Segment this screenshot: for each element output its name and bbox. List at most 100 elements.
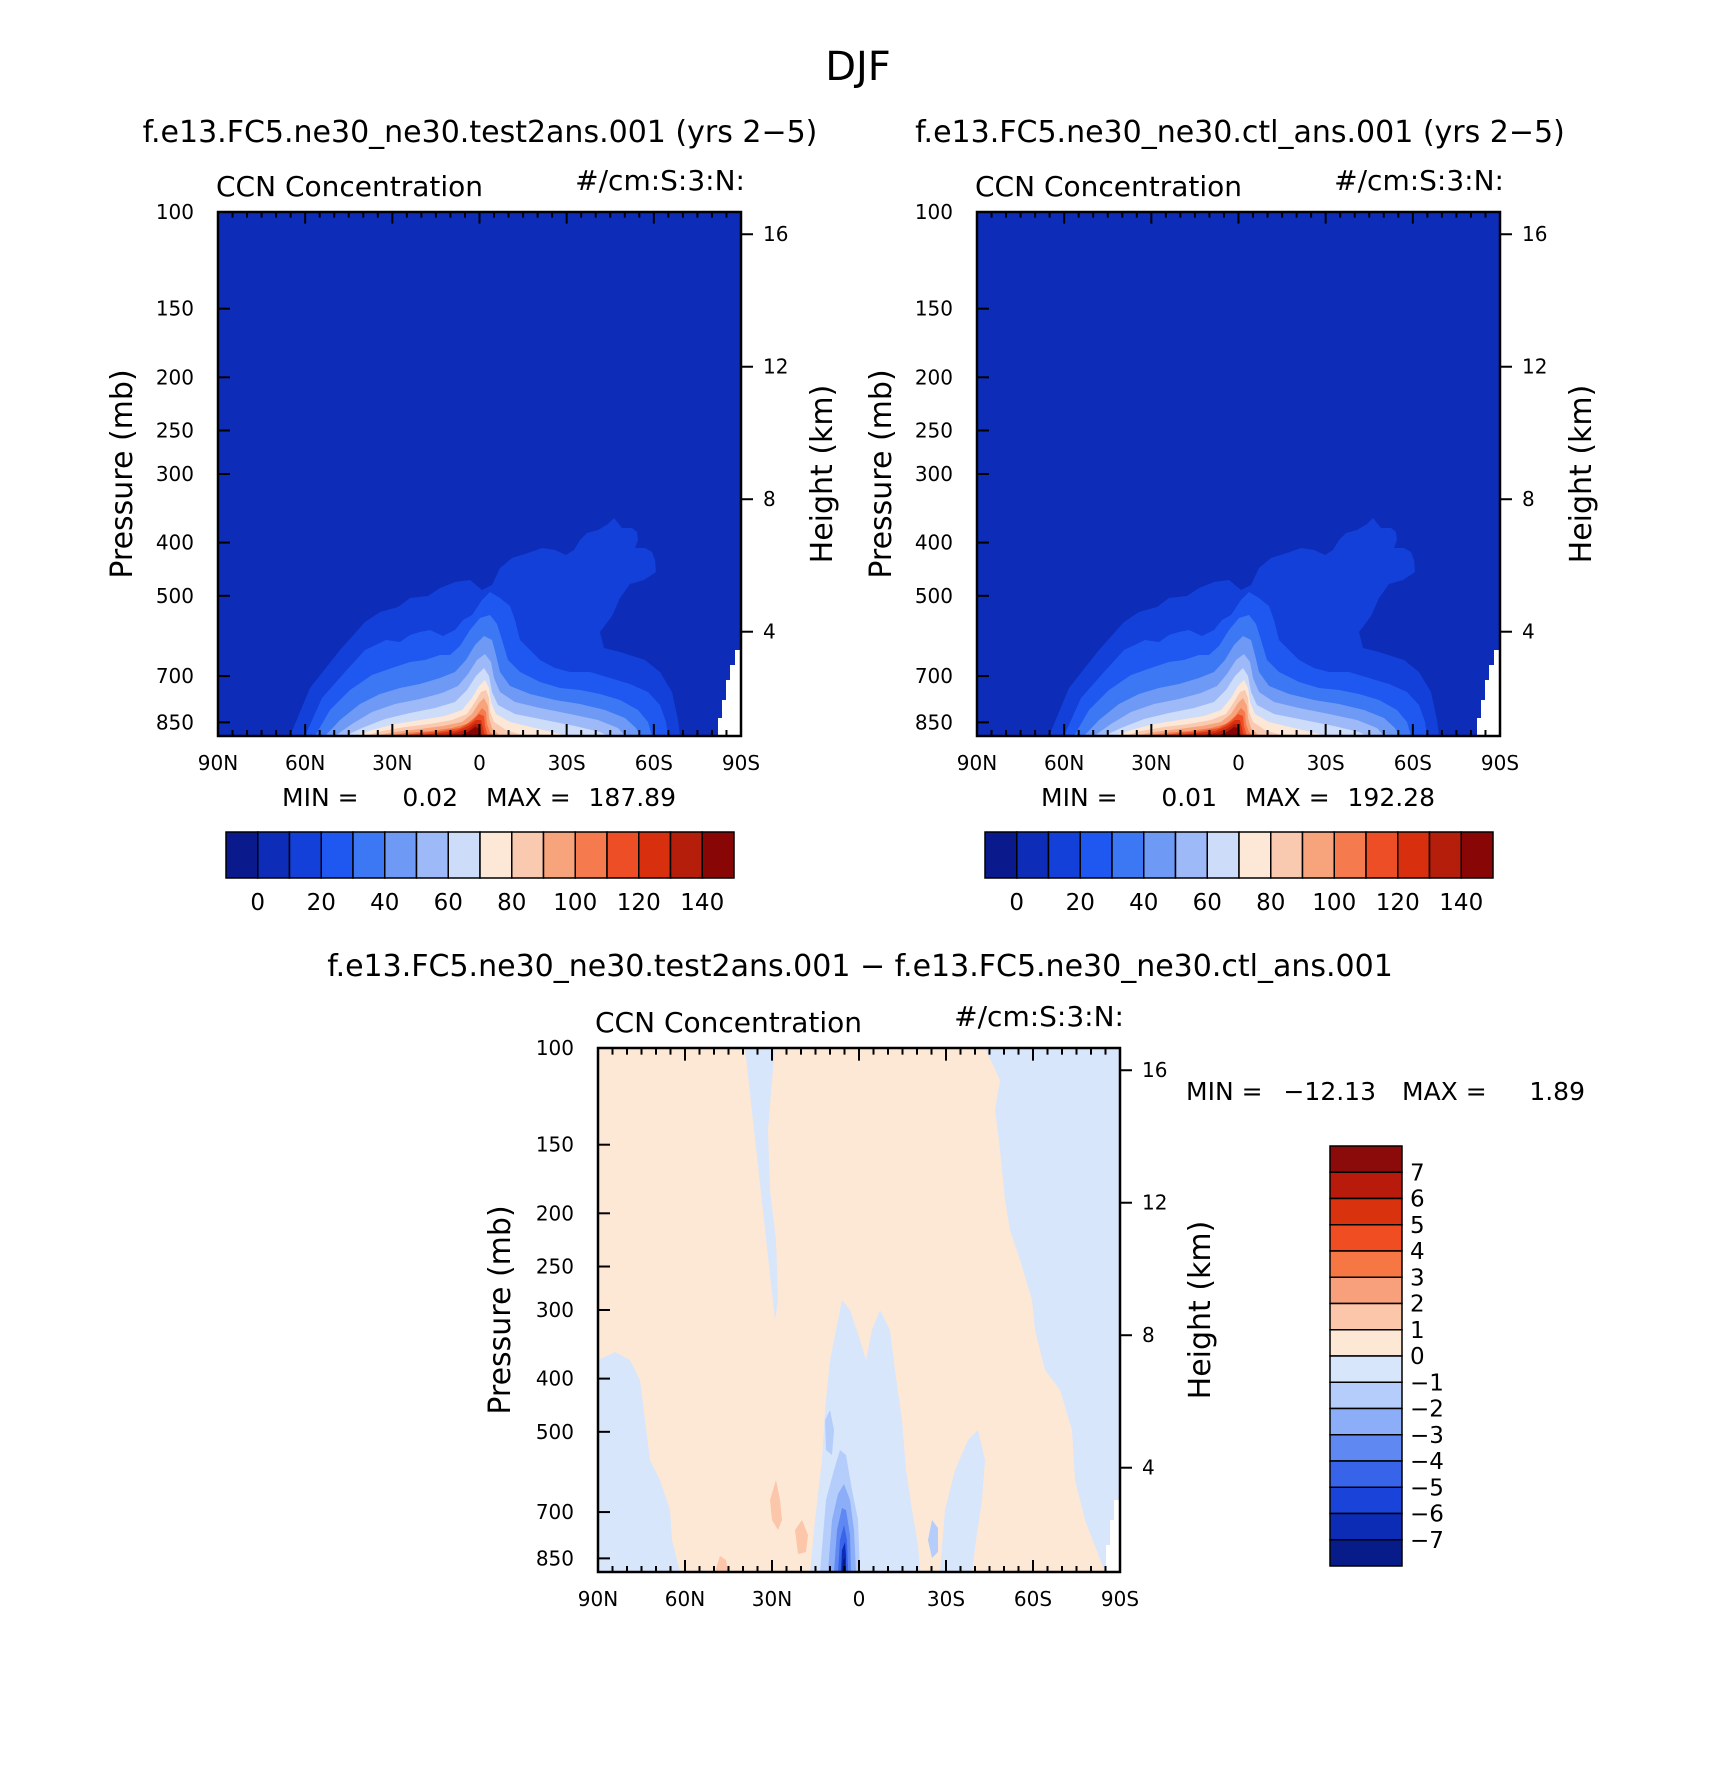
panel-test-x-axis: 90N 60N 30N 0 30S 60S 90S [198,211,760,775]
panel-diff-min-label: MIN = [1186,1077,1263,1106]
y-tick-label: 300 [915,462,953,486]
negative-region-upper-south [985,1048,1120,1572]
colorbar-swatch [574,831,608,879]
colorbar-swatch [1333,831,1367,879]
y-tick-label: 850 [915,710,953,734]
colorbar-swatch [1329,1224,1403,1252]
negative-level-2-b [928,1520,938,1558]
colorbar-swatch [1047,831,1081,879]
panel-diff-max-value: 1.89 [1529,1077,1585,1106]
colorbar-swatch [1329,1512,1403,1541]
colorbar-swatch [1329,1145,1403,1173]
panel-diff-x-axis: 90N 60N 30N 0 30S 60S 90S [578,1048,1139,1611]
y2-tick-label: 12 [1522,355,1547,379]
y2-tick-label: 4 [1142,1456,1155,1480]
colorbar-swatch [1329,1171,1403,1200]
colorbar-swatch [1329,1460,1403,1488]
colorbar-swatch [1460,831,1494,879]
x-tick-label: 60N [285,751,325,775]
colorbar-swatch [1079,831,1113,879]
colorbar-swatch [1329,1302,1403,1331]
negative-level-2-a [825,1410,834,1455]
x-tick-label: 30N [1131,751,1171,775]
colorbar-swatch [1329,1329,1403,1357]
panel-ctl-title: f.e13.FC5.ne30_ne30.ctl_ans.001 (yrs 2−5… [915,115,1565,150]
colorbar-label: 0 [1410,1344,1425,1370]
colorbar-swatch [542,831,576,879]
panel-ctl-x-axis: 90N 60N 30N 0 30S 60S 90S [957,211,1519,775]
colorbar-swatch [1428,831,1462,879]
x-tick-label: 30N [752,1587,792,1611]
panel-ctl-y-axis: 100 150 200 250 300 400 500 700 850 [915,200,989,734]
panel-ctl-left-title: CCN Concentration [975,170,1242,203]
colorbar-swatch [1329,1539,1403,1567]
panel-ctl-colorbar: 0 20 40 60 80 100 120 140 [984,831,1494,916]
missing-data-region [1477,650,1500,736]
y-tick-label: 850 [536,1546,574,1570]
x-tick-label: 90N [957,751,997,775]
x-tick-label: 90S [1481,751,1519,775]
panel-diff-left-title: CCN Concentration [595,1006,862,1039]
positive-level-2-c [715,1556,728,1572]
panel-test-right-title: #/cm:S:3:N: [575,164,745,197]
y-tick-label: 400 [915,531,953,555]
contour-level-7 [355,680,565,736]
x-tick-label: 90S [1101,1587,1139,1611]
y-tick-label: 850 [156,710,194,734]
x-tick-label: 60N [665,1587,705,1611]
colorbar-label: 120 [1376,890,1420,916]
colorbar-label: 0 [250,890,265,916]
colorbar-label: 140 [1439,890,1483,916]
x-tick-label: 30S [1307,751,1345,775]
colorbar-swatch [479,831,513,879]
x-tick-label: 30S [927,1587,965,1611]
panel-diff-y2-axis: 16 12 8 4 [1120,1058,1167,1480]
panel-test-colorbar: 0 20 40 60 80 100 120 140 [225,831,735,916]
colorbar-label: −4 [1410,1449,1444,1475]
panel-ctl-right-title: #/cm:S:3:N: [1334,164,1504,197]
colorbar-swatch [288,831,322,879]
panel-diff-y2label: Height (km) [1183,1221,1218,1400]
colorbar-swatch [701,831,735,879]
panel-ctl-y2label: Height (km) [1564,385,1599,564]
panel-test-max-label: MAX = [486,783,571,812]
y2-tick-label: 4 [763,620,776,644]
y-tick-label: 300 [156,462,194,486]
panel-diff-ylabel: Pressure (mb) [483,1205,518,1414]
panel-test-left-title: CCN Concentration [216,170,483,203]
colorbar-swatch [1329,1355,1403,1383]
colorbar-label: 60 [434,890,463,916]
colorbar-swatch [1143,831,1177,879]
colorbar-label: 100 [553,890,597,916]
x-tick-label: 30S [548,751,586,775]
y-tick-label: 250 [536,1255,574,1279]
colorbar-label: 5 [1410,1213,1425,1239]
y-tick-label: 200 [915,365,953,389]
contour-level-7 [1114,680,1324,736]
colorbar-swatch [1111,831,1145,879]
y2-tick-label: 12 [1142,1191,1167,1215]
y-tick-label: 700 [156,664,194,688]
y2-tick-label: 16 [1522,222,1547,246]
panel-diff-min-value: −12.13 [1283,1077,1376,1106]
colorbar-swatch [1397,831,1431,879]
colorbar-swatch [225,831,259,879]
panel-ctl-min-value: 0.01 [1161,783,1217,812]
y-tick-label: 400 [536,1367,574,1391]
colorbar-swatch [415,831,449,879]
colorbar-label: 40 [1129,890,1158,916]
colorbar-label: 3 [1410,1265,1425,1291]
panel-ctl-field [977,212,1500,736]
colorbar-swatch [447,831,481,879]
y-tick-label: 150 [536,1133,574,1157]
y2-tick-label: 8 [763,487,776,511]
x-tick-label: 0 [1232,751,1245,775]
contour-level-14 [458,727,480,736]
colorbar-swatch [606,831,640,879]
colorbar-label: 40 [370,890,399,916]
colorbar-swatch [1270,831,1304,879]
colorbar-label: 4 [1410,1239,1425,1265]
colorbar-label: 0 [1009,890,1024,916]
colorbar-label: −5 [1410,1475,1444,1501]
colorbar-swatch [1206,831,1240,879]
